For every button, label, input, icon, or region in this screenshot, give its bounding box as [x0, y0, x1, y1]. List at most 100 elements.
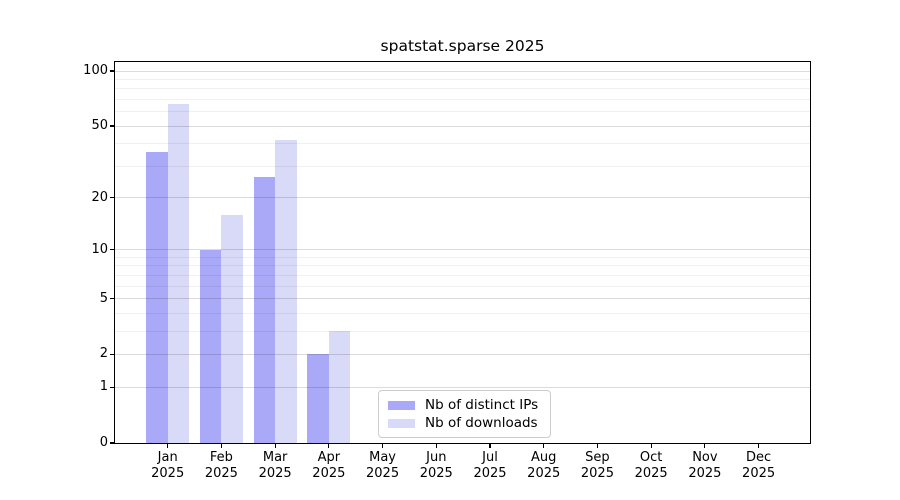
legend-swatch-distinct-ips-icon	[388, 400, 415, 410]
gridline-minor-4	[115, 312, 810, 314]
x-tick-label-jul: Jul 2025	[473, 450, 506, 482]
x-tick-month-jun: Jun	[426, 450, 447, 465]
x-tick-month-apr: Apr	[317, 450, 341, 465]
x-tick-mark-nov	[704, 444, 706, 448]
x-tick-year-oct: 2025	[634, 466, 668, 481]
x-tick-label-jan: Jan 2025	[151, 450, 184, 482]
gridline-minor-30	[115, 165, 810, 167]
x-tick-label-aug: Aug 2025	[527, 450, 560, 482]
x-tick-label-sep: Sep 2025	[581, 450, 614, 482]
gridline-major-50	[115, 125, 810, 127]
gridline-major-2	[115, 353, 810, 355]
gridline-major-10	[115, 249, 810, 251]
y-tick-label-2: 2	[99, 346, 108, 362]
y-tick-label-5: 5	[99, 290, 108, 306]
x-tick-month-nov: Nov	[692, 450, 718, 465]
gridline-minor-40	[115, 143, 810, 145]
y-tick-mark-20	[110, 196, 114, 199]
legend-label-distinct-ips: Nb of distinct IPs	[425, 397, 539, 413]
x-tick-mark-jul	[489, 444, 491, 448]
plot-area	[114, 61, 811, 444]
x-tick-month-mar: Mar	[262, 450, 288, 465]
x-tick-month-jul: Jul	[482, 450, 498, 465]
y-tick-mark-50	[110, 125, 114, 127]
x-tick-year-jul: 2025	[473, 466, 507, 481]
x-tick-label-mar: Mar 2025	[259, 450, 292, 482]
y-tick-mark-5	[110, 297, 114, 300]
x-tick-mark-jan	[167, 444, 169, 448]
y-tick-label-1: 1	[99, 379, 108, 395]
x-tick-month-oct: Oct	[639, 450, 663, 465]
legend-item-downloads: Nb of downloads	[388, 415, 540, 431]
gridline-minor-9	[115, 256, 810, 258]
x-tick-month-jan: Jan	[157, 450, 178, 465]
bar-distinct-ips-feb	[199, 249, 222, 443]
y-tick-label-100: 100	[83, 63, 108, 78]
gridline-major-1	[115, 386, 810, 388]
bar-downloads-jan	[167, 104, 190, 443]
x-tick-mark-jun	[435, 444, 437, 448]
x-tick-year-dec: 2025	[742, 466, 776, 481]
legend-label-downloads: Nb of downloads	[425, 415, 538, 431]
x-tick-month-feb: Feb	[209, 450, 233, 465]
x-tick-mark-sep	[596, 444, 599, 448]
x-tick-month-dec: Dec	[746, 450, 772, 465]
x-tick-mark-feb	[220, 444, 222, 448]
gridline-major-5	[115, 298, 810, 300]
bar-downloads-mar	[275, 139, 297, 443]
x-tick-label-dec: Dec 2025	[742, 450, 775, 482]
x-tick-month-may: May	[369, 450, 396, 465]
x-tick-label-jun: Jun 2025	[420, 450, 453, 482]
y-tick-label-20: 20	[91, 189, 108, 205]
legend: Nb of distinct IPs Nb of downloads	[378, 390, 551, 438]
x-tick-label-oct: Oct 2025	[635, 450, 668, 482]
x-tick-mark-apr	[328, 444, 330, 448]
y-tick-mark-0	[110, 442, 114, 444]
x-tick-year-may: 2025	[366, 466, 400, 481]
gridline-minor-80	[115, 88, 810, 90]
legend-swatch-downloads-icon	[388, 418, 415, 428]
chart-title: spatstat.sparse 2025	[380, 37, 545, 55]
y-tick-label-50: 50	[91, 118, 108, 134]
y-tick-mark-2	[110, 353, 114, 356]
bar-distinct-ips-jan	[146, 151, 168, 443]
x-tick-year-jun: 2025	[419, 466, 453, 481]
x-tick-month-aug: Aug	[531, 450, 557, 465]
gridline-major-20	[115, 197, 810, 199]
y-tick-mark-10	[110, 249, 114, 251]
x-tick-year-mar: 2025	[258, 466, 292, 481]
legend-item-distinct-ips: Nb of distinct IPs	[388, 397, 540, 413]
x-tick-mark-dec	[758, 444, 760, 448]
bar-downloads-feb	[221, 214, 243, 443]
y-tick-label-10: 10	[91, 241, 108, 257]
gridline-minor-70	[115, 98, 810, 100]
x-tick-mark-may	[381, 444, 384, 448]
gridline-minor-3	[115, 330, 810, 332]
x-tick-label-apr: Apr 2025	[312, 450, 345, 482]
bar-downloads-apr	[328, 331, 351, 443]
y-tick-mark-1	[110, 386, 114, 388]
gridline-minor-7	[115, 274, 810, 276]
y-tick-mark-100	[110, 70, 114, 72]
x-tick-year-jan: 2025	[151, 466, 185, 481]
x-tick-year-apr: 2025	[312, 466, 346, 481]
gridline-major-100	[115, 70, 810, 72]
y-tick-label-0: 0	[99, 435, 108, 450]
x-tick-label-nov: Nov 2025	[688, 450, 721, 482]
bar-distinct-ips-apr	[307, 354, 329, 443]
gridline-minor-6	[115, 285, 810, 287]
x-tick-mark-oct	[650, 444, 652, 448]
x-tick-mark-mar	[274, 444, 276, 448]
gridline-minor-8	[115, 265, 810, 267]
x-tick-year-aug: 2025	[527, 466, 561, 481]
x-tick-year-nov: 2025	[688, 466, 722, 481]
x-tick-label-may: May 2025	[366, 450, 399, 482]
x-tick-year-feb: 2025	[204, 466, 238, 481]
bar-distinct-ips-mar	[253, 177, 276, 443]
x-tick-year-sep: 2025	[580, 466, 614, 481]
x-tick-mark-aug	[543, 444, 545, 448]
x-tick-month-sep: Sep	[585, 450, 610, 465]
x-tick-label-feb: Feb 2025	[205, 450, 238, 482]
gridline-minor-90	[115, 78, 810, 80]
